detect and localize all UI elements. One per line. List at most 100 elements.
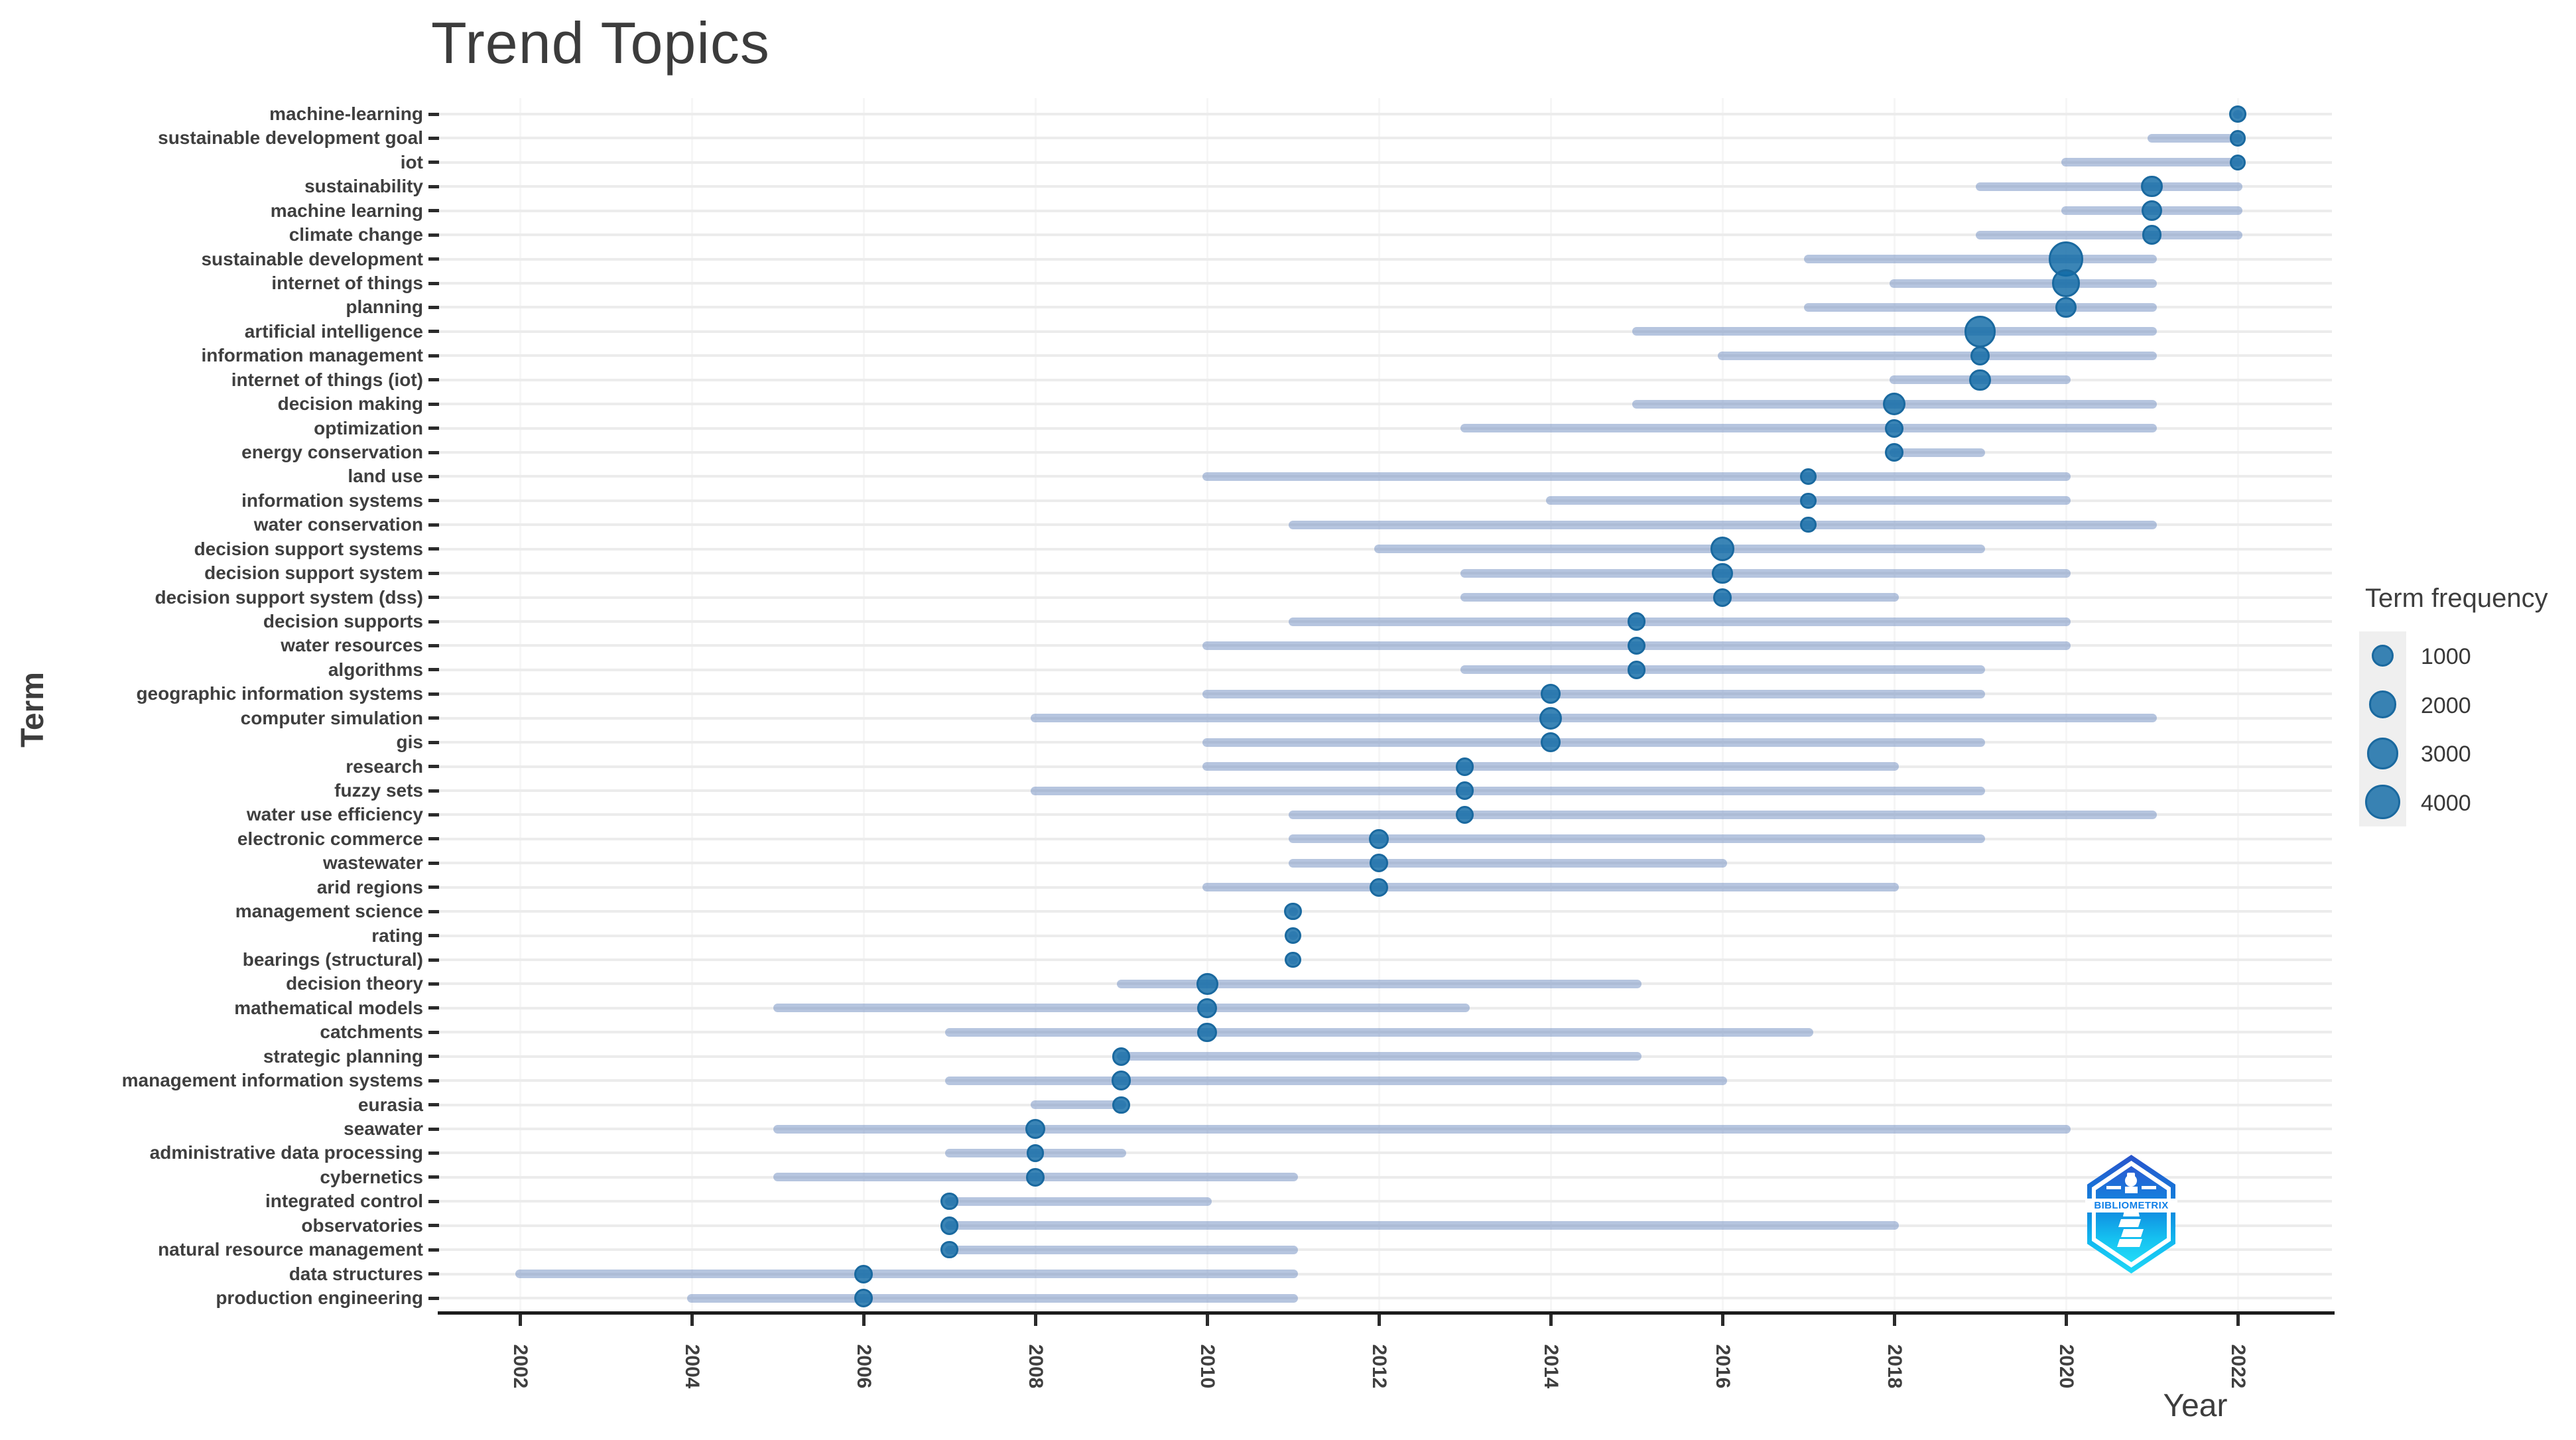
- y-tick-label: decision making: [277, 393, 423, 415]
- y-tick-label: planning: [346, 296, 423, 318]
- y-axis-tick: [428, 136, 439, 140]
- y-axis-tick: [428, 426, 439, 430]
- legend-title: Term frequency: [2365, 584, 2548, 613]
- term-dot: [1370, 878, 1388, 897]
- legend-label: 4000: [2421, 790, 2471, 816]
- y-axis-tick: [428, 861, 439, 865]
- y-axis-tick: [428, 716, 439, 720]
- y-tick-label: observatories: [301, 1214, 423, 1236]
- trend-line: [1975, 182, 2242, 191]
- row-gridline: [438, 1297, 2332, 1300]
- term-dot: [940, 1241, 958, 1259]
- y-axis-tick: [428, 450, 439, 454]
- y-tick-label: rating: [371, 925, 423, 946]
- row-gridline: [438, 1272, 2332, 1276]
- vertical-gridline: [1550, 98, 1552, 1313]
- term-dot: [1112, 1096, 1130, 1114]
- trend-line: [1031, 1100, 1126, 1110]
- term-dot: [1197, 998, 1217, 1018]
- vertical-gridline: [1722, 98, 1724, 1313]
- y-tick-label: mathematical models: [234, 997, 423, 1018]
- term-dot: [1370, 854, 1388, 873]
- trend-line: [1202, 883, 1899, 892]
- x-axis-tick: [690, 1315, 694, 1326]
- trend-line: [1718, 351, 2157, 360]
- row-gridline: [438, 499, 2332, 502]
- trend-line: [515, 1270, 1298, 1279]
- legend-label: 2000: [2421, 692, 2471, 718]
- term-dot: [940, 1193, 958, 1211]
- trend-line: [1288, 858, 1727, 868]
- trend-line: [1202, 472, 2071, 481]
- row-gridline: [438, 426, 2332, 430]
- y-axis-tick: [428, 934, 439, 938]
- term-dot: [1026, 1168, 1045, 1187]
- y-tick-label: management information systems: [121, 1070, 423, 1091]
- row-gridline: [438, 451, 2332, 454]
- term-dot: [1799, 468, 1817, 485]
- y-axis-tick: [428, 547, 439, 551]
- term-dot: [1627, 660, 1646, 679]
- y-tick-label: computer simulation: [240, 707, 423, 728]
- y-axis-tick: [428, 499, 439, 503]
- y-tick-label: decision support system (dss): [155, 586, 423, 608]
- term-dot: [2052, 269, 2080, 297]
- trend-line: [1374, 545, 1985, 554]
- trend-line: [2061, 158, 2242, 167]
- row-gridline: [438, 1248, 2332, 1252]
- x-tick-label: 2018: [1884, 1344, 1905, 1389]
- y-axis-tick: [428, 378, 439, 382]
- y-tick-label: algorithms: [328, 659, 423, 680]
- legend-size-dot: [2368, 690, 2397, 719]
- term-dot: [1970, 346, 1990, 365]
- y-tick-label: energy conservation: [241, 442, 423, 463]
- term-dot: [1882, 393, 1906, 416]
- y-tick-label: information management: [201, 345, 423, 366]
- term-dot: [1284, 903, 1302, 921]
- x-tick-label: 2006: [853, 1344, 875, 1389]
- row-gridline: [438, 354, 2332, 358]
- vertical-gridline: [1378, 98, 1380, 1313]
- trend-line: [1288, 520, 2157, 529]
- y-axis-tick: [428, 402, 439, 406]
- vertical-gridline: [1206, 98, 1208, 1313]
- y-axis-tick: [428, 281, 439, 285]
- y-axis-tick: [428, 305, 439, 309]
- x-tick-label: 2012: [1368, 1344, 1390, 1389]
- y-axis-tick: [428, 837, 439, 841]
- y-tick-label: integrated control: [265, 1191, 423, 1212]
- legend-label: 1000: [2421, 644, 2471, 669]
- term-dot: [1713, 588, 1732, 607]
- term-dot: [1369, 828, 1389, 849]
- y-tick-label: sustainable development goal: [158, 127, 423, 149]
- term-dot: [2229, 105, 2246, 123]
- y-axis-tick: [428, 209, 439, 213]
- y-axis-tick: [428, 233, 439, 237]
- y-tick-label: water resources: [281, 635, 423, 656]
- row-gridline: [438, 306, 2332, 309]
- term-dot: [1627, 636, 1646, 655]
- term-dot: [854, 1289, 873, 1307]
- y-axis-tick: [428, 813, 439, 817]
- x-axis-tick: [2236, 1315, 2240, 1326]
- term-dot: [2141, 176, 2163, 198]
- term-dot: [1111, 1071, 1131, 1091]
- y-tick-label: sustainable development: [201, 248, 423, 269]
- term-dot: [2055, 296, 2077, 318]
- x-tick-label: 2002: [509, 1344, 531, 1389]
- y-axis-tick: [428, 740, 439, 744]
- trend-line: [2147, 133, 2242, 143]
- y-tick-label: electronic commerce: [237, 828, 423, 849]
- x-axis-tick: [1893, 1315, 1896, 1326]
- row-gridline: [438, 137, 2332, 140]
- term-dot: [1285, 927, 1301, 944]
- term-dot: [1800, 517, 1817, 533]
- trend-line: [1202, 689, 1985, 698]
- term-dot: [1197, 1022, 1217, 1042]
- y-tick-label: administrative data processing: [149, 1142, 423, 1163]
- y-axis-tick: [428, 1151, 439, 1155]
- trend-line: [1460, 593, 1899, 602]
- trend-line: [1975, 230, 2242, 239]
- row-gridline: [438, 958, 2332, 962]
